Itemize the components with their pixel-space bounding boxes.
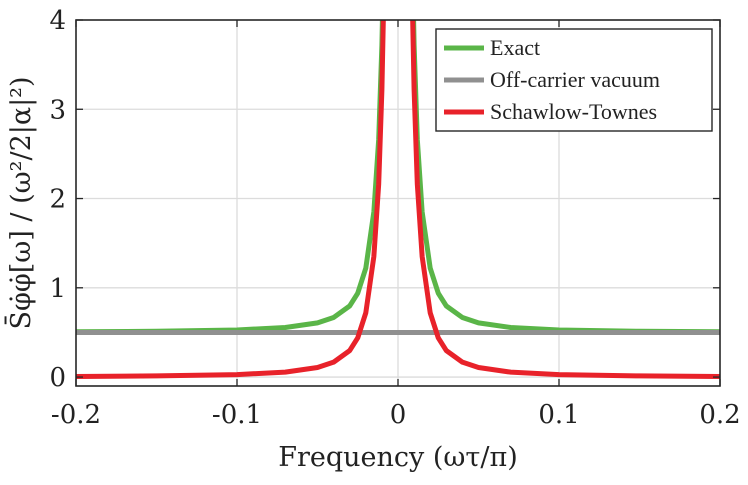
y-axis-label: S̄φ̇φ̇[ω] / (ω²/2|α|²) xyxy=(3,76,37,329)
x-axis-label: Frequency (ωτ/π) xyxy=(278,442,517,473)
x-tick-label: 0 xyxy=(390,400,407,430)
y-tick-label: 1 xyxy=(49,274,66,304)
y-tick-label: 2 xyxy=(49,185,66,215)
x-tick-label: -0.1 xyxy=(212,400,262,430)
y-tick-label: 0 xyxy=(49,363,66,393)
x-tick-label: 0.2 xyxy=(699,400,740,430)
ticks: -0.2 -0.1 0 0.1 0.2 0 1 2 3 4 xyxy=(49,6,740,430)
legend: Exact Off-carrier vacuum Schawlow-Townes xyxy=(435,28,713,132)
legend-label: Schawlow-Townes xyxy=(490,99,657,124)
legend-label: Off-carrier vacuum xyxy=(490,67,660,92)
y-tick-label: 3 xyxy=(49,95,66,125)
y-tick-label: 4 xyxy=(49,6,66,36)
x-tick-label: -0.2 xyxy=(51,400,101,430)
x-tick-label: 0.1 xyxy=(538,400,579,430)
legend-label: Exact xyxy=(490,35,540,60)
series-line-schawlow-townes-left xyxy=(76,20,386,379)
series-group xyxy=(76,20,720,379)
series-line-schawlow-townes-right xyxy=(410,20,720,379)
